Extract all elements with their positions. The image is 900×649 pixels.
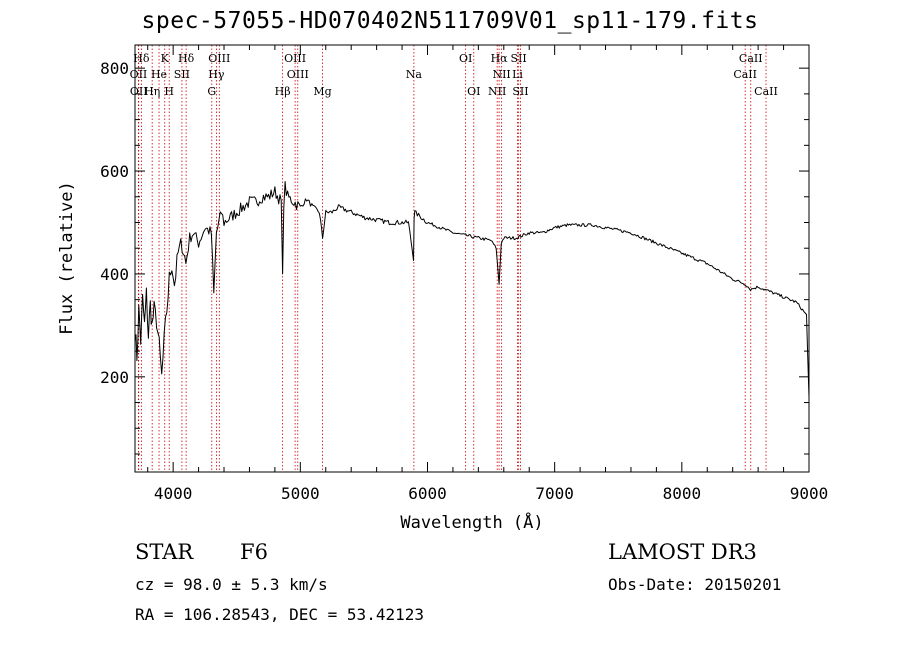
marker-label: Hη: [144, 85, 160, 98]
y-tick-label: 600: [100, 162, 129, 181]
marker-label: Mg: [313, 85, 331, 98]
x-axis-label: Wavelength (Å): [400, 511, 543, 533]
x-tick-label: 6000: [408, 484, 447, 503]
marker-label: CaII: [754, 85, 778, 98]
marker-label: Hβ: [275, 85, 291, 98]
marker-label: NII: [492, 68, 510, 81]
y-tick-label: 800: [100, 59, 129, 78]
object-class: STAR: [135, 540, 194, 564]
marker-label: H: [164, 85, 174, 98]
marker-label: Hα: [491, 52, 509, 65]
marker-label: CaII: [739, 52, 763, 65]
page-title: spec-57055-HD070402N511709V01_sp11-179.f…: [141, 8, 759, 34]
marker-label: OII: [130, 85, 148, 98]
x-tick-label: 5000: [281, 484, 320, 503]
x-tick-label: 7000: [535, 484, 574, 503]
y-axis-label: Flux (relative): [57, 181, 77, 335]
marker-label: SII: [512, 85, 528, 98]
marker-label: OI: [467, 85, 480, 98]
marker-label: Hδ: [133, 52, 150, 65]
marker-label: Li: [512, 68, 523, 81]
marker-label: CaII: [733, 68, 757, 81]
x-tick-label: 8000: [663, 484, 702, 503]
marker-label: Na: [406, 68, 423, 81]
x-tick-label: 9000: [790, 484, 829, 503]
marker-label: SII: [511, 52, 527, 65]
marker-label: OIII: [284, 52, 306, 65]
y-tick-label: 400: [100, 265, 129, 284]
marker-label: SII: [174, 68, 190, 81]
marker-label: Hγ: [208, 68, 225, 81]
axis-ticks-layer: 4000 5000 6000 7000 8000 9000 200 400 600 800: [100, 45, 828, 503]
marker-label: NII: [488, 85, 506, 98]
survey-name: LAMOST DR3: [608, 540, 757, 564]
marker-label: He: [151, 68, 167, 81]
marker-label: K: [161, 52, 170, 65]
obs-date: Obs-Date: 20150201: [608, 575, 782, 594]
marker-label: OIII: [287, 68, 309, 81]
x-tick-label: 4000: [154, 484, 193, 503]
object-subclass: F6: [240, 540, 268, 564]
marker-label: OIII: [208, 52, 230, 65]
flux-series-line: [134, 181, 810, 398]
marker-label: OI: [459, 52, 472, 65]
y-tick-label: 200: [100, 368, 129, 387]
marker-label: Hδ: [178, 52, 195, 65]
marker-label: G: [207, 85, 216, 98]
redshift-readout: cz = 98.0 ± 5.3 km/s: [135, 575, 328, 594]
plot-frame: [134, 44, 810, 473]
ra-dec-readout: RA = 106.28543, DEC = 53.42123: [135, 605, 424, 624]
